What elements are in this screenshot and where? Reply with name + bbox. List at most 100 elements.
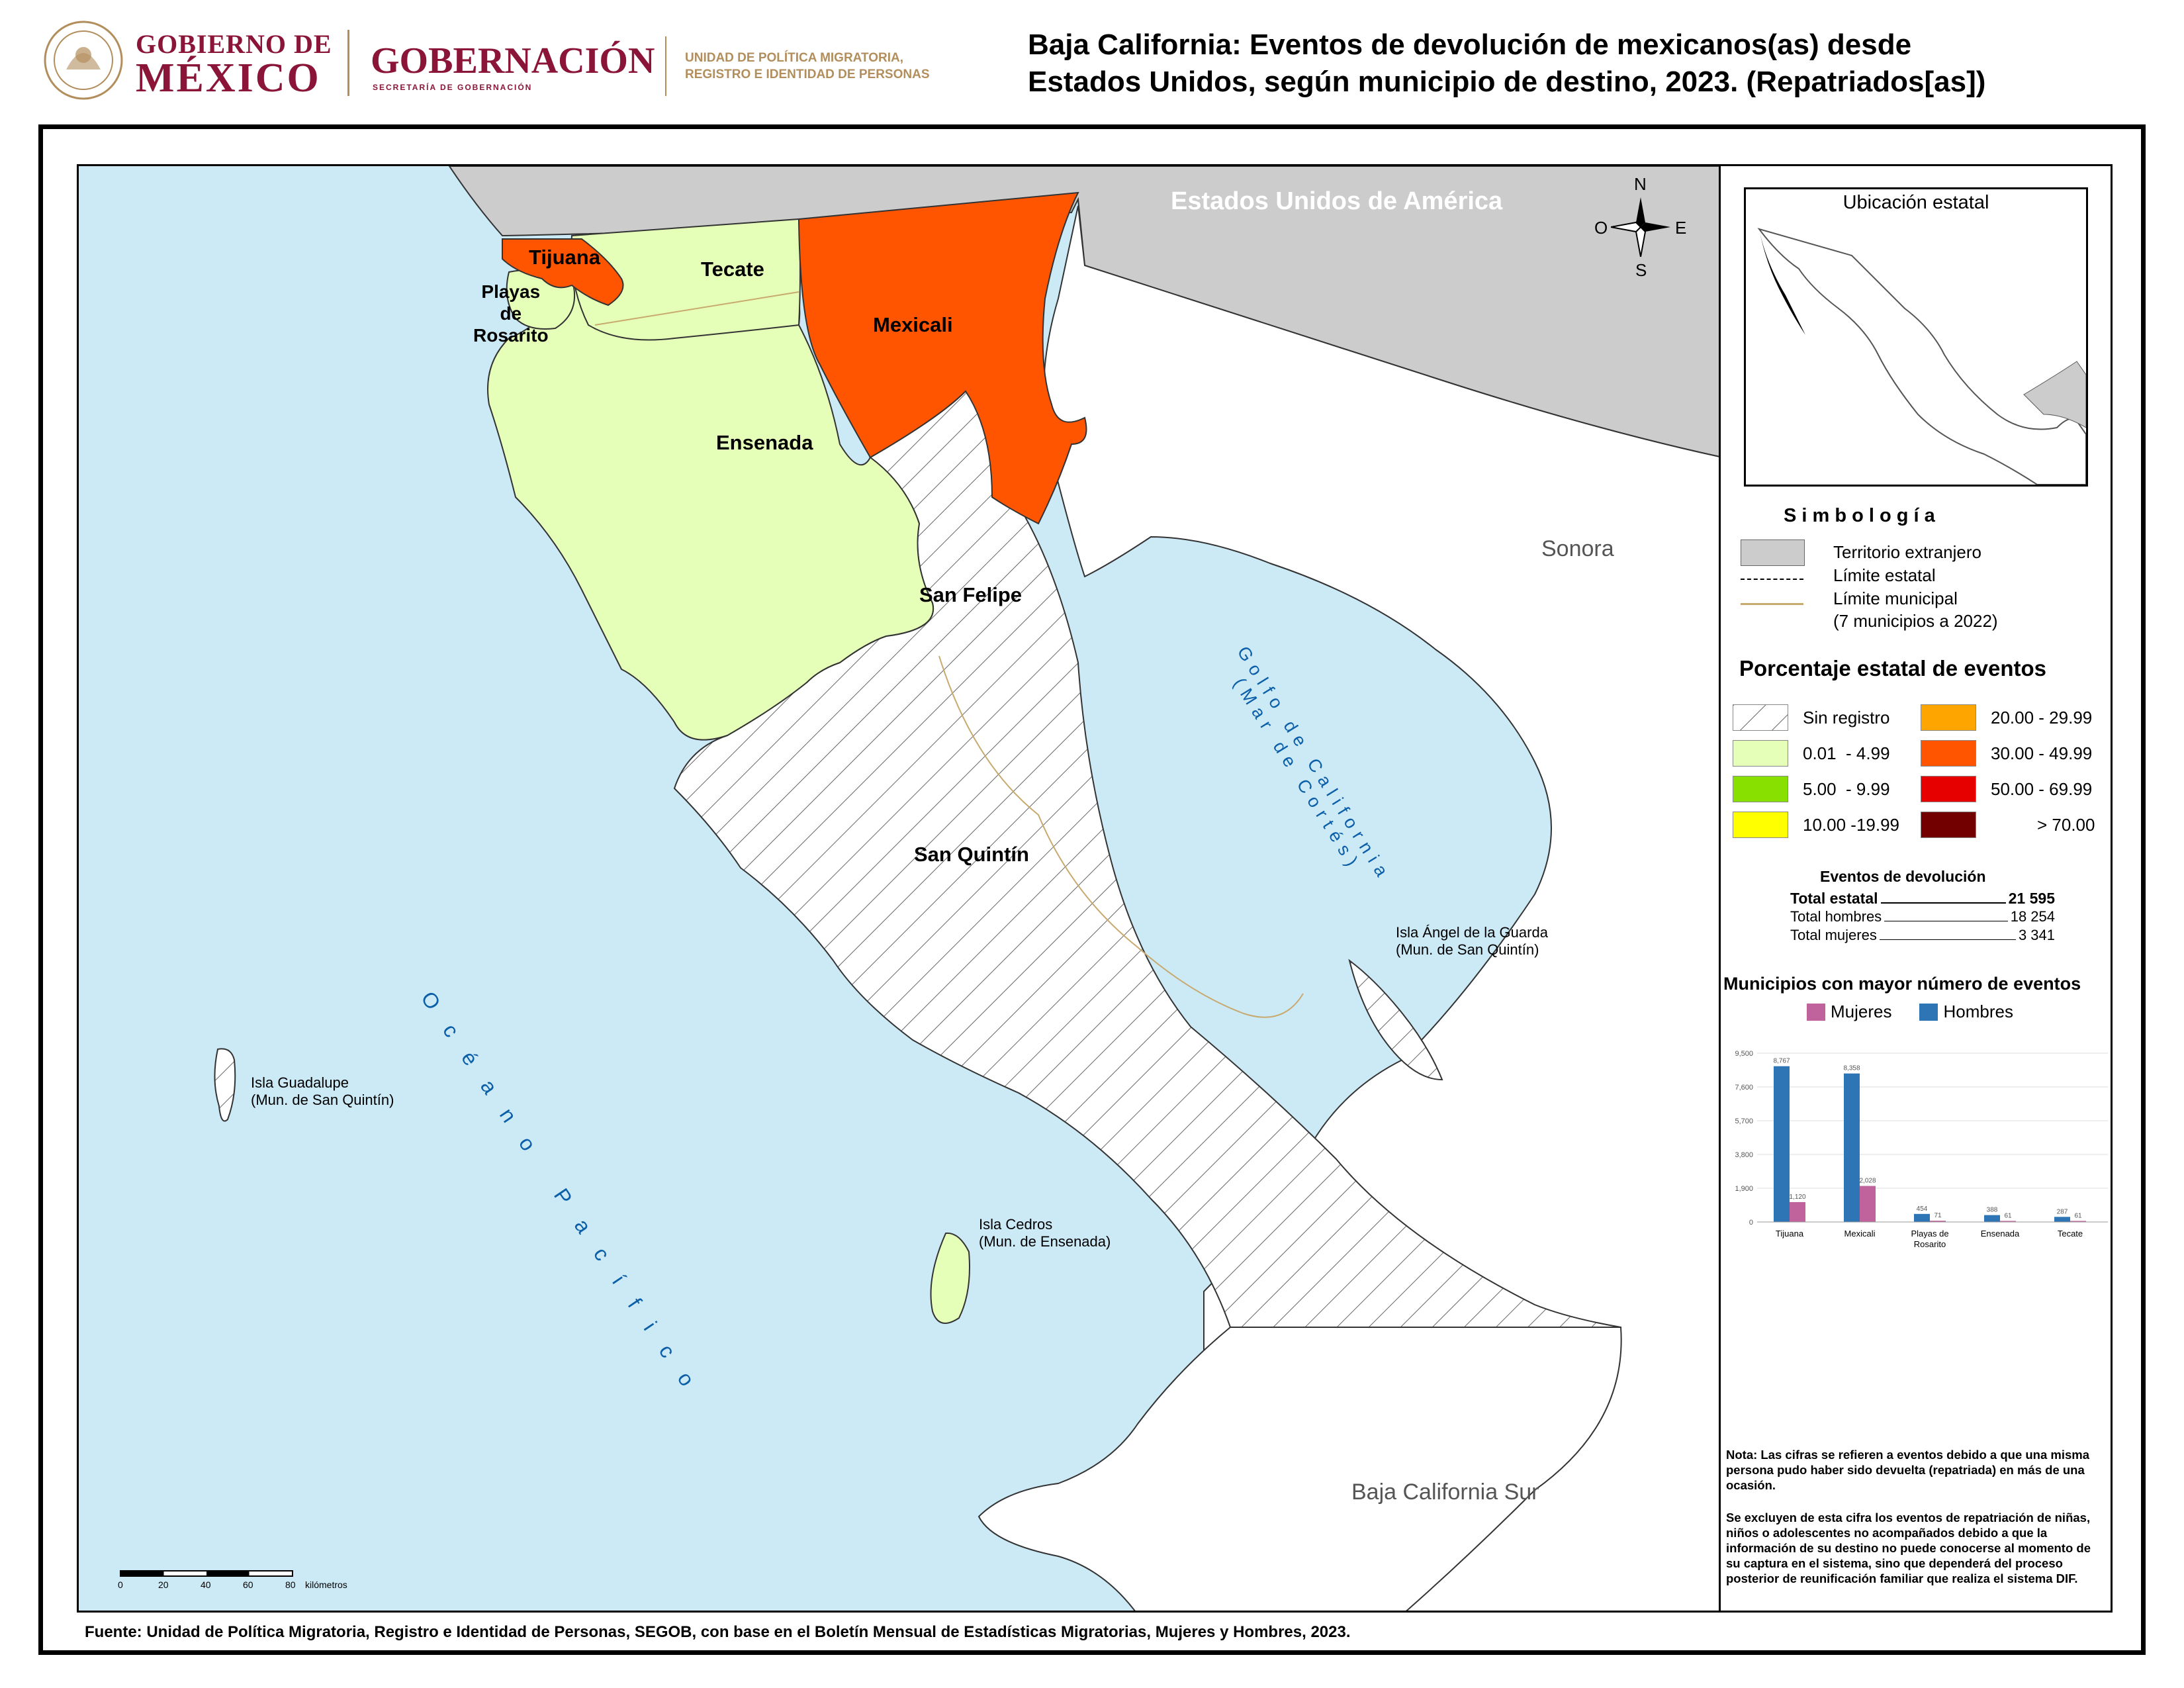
label-playas-1: Playas (481, 281, 541, 302)
tecate-territory (570, 218, 801, 341)
porcentaje-title: Porcentaje estatal de eventos (1739, 656, 2047, 680)
scale-tick-80: 80 (285, 1579, 296, 1590)
swatch-30-49 (1921, 740, 1976, 767)
compass-o: O (1594, 218, 1608, 238)
label-san-felipe: San Felipe (919, 583, 1023, 606)
category-label: Rosarito (1914, 1239, 1946, 1249)
legend-label-5-9: 5.00 - 9.99 (1803, 778, 1890, 799)
label-bcs: Baja California Sur (1351, 1479, 1539, 1505)
data-label: 1,120 (1789, 1194, 1805, 1201)
mexico-text: MÉXICO (136, 56, 321, 101)
unidad-line-1: UNIDAD DE POLÍTICA MIGRATORIA, (685, 51, 904, 65)
compass-e: E (1675, 218, 1687, 238)
y-tick-label: 1,900 (1735, 1185, 1753, 1193)
label-playas: Playas de Rosarito (473, 281, 549, 346)
legend-30-49: 30.00 - 49.99 (1921, 740, 2092, 767)
header-divider-2 (665, 36, 666, 96)
scale-unit: kilómetros (305, 1579, 347, 1590)
legend-hombres-swatch (1919, 1003, 1938, 1021)
total-mujeres-row: Total mujeres 3 341 (1790, 927, 2055, 944)
bar-hombres (1984, 1215, 2000, 1222)
data-label: 2,028 (1859, 1178, 1876, 1185)
swatch-70 (1921, 812, 1976, 838)
scale-tick-60: 60 (243, 1579, 253, 1590)
bar-mujeres (2070, 1221, 2086, 1222)
swatch-10-19 (1733, 812, 1788, 838)
category-label: Playas de (1911, 1229, 1948, 1239)
mexicali-territory (797, 191, 1087, 525)
tijuana-territory (502, 238, 624, 306)
bar-hombres (1774, 1066, 1790, 1222)
legend-50-69: 50.00 - 69.99 (1921, 776, 2092, 802)
compass-rose-icon (1611, 197, 1670, 257)
label-isla-guadalupe-2: (Mun. de San Quintín) (251, 1092, 394, 1108)
category-label: Tecate (2058, 1229, 2083, 1239)
legend-mujeres-label: Mujeres (1831, 1002, 1892, 1021)
map-panel: Estados Unidos de América Sonora Baja Ca… (77, 164, 1721, 1613)
title-line-1: Baja California: Eventos de devolución d… (1028, 28, 1912, 61)
data-label: 61 (2004, 1212, 2012, 1219)
total-hombres-value: 18 254 (2010, 908, 2055, 925)
bar-hombres (2054, 1217, 2070, 1222)
label-isla-angel: Isla Ángel de la Guarda (Mun. de San Qui… (1396, 924, 1548, 959)
legend-sin-registro: Sin registro (1733, 704, 1890, 731)
municipal-line (594, 291, 799, 326)
header-logos: GOBIERNO DE MÉXICO GOBERNACIÓN SECRETARÍ… (40, 17, 979, 103)
total-estatal-label: Total estatal (1790, 890, 1878, 907)
label-isla-guadalupe: Isla Guadalupe (Mun. de San Quintín) (251, 1074, 394, 1109)
label-tecate: Tecate (701, 258, 764, 281)
data-label: 8,358 (1843, 1065, 1860, 1072)
y-tick-label: 9,500 (1735, 1050, 1753, 1058)
hatch-swatch (1733, 704, 1788, 731)
label-usa: Estados Unidos de América (1171, 187, 1503, 215)
swatch-001-499 (1733, 740, 1788, 767)
label-isla-angel-1: Isla Ángel de la Guarda (1396, 924, 1548, 941)
label-isla-angel-2: (Mun. de San Quintín) (1396, 941, 1539, 958)
compass-s: S (1635, 260, 1647, 280)
bar-hombres (1844, 1073, 1860, 1222)
map-svg (214, 166, 1719, 1611)
label-sonora: Sonora (1541, 536, 1614, 561)
data-label: 287 (2057, 1208, 2068, 1215)
limite-municipal-line (1741, 603, 1803, 605)
sonora-territory (1042, 205, 1719, 1611)
total-mujeres-label: Total mujeres (1790, 927, 1877, 943)
y-tick-label: 7,600 (1735, 1084, 1753, 1092)
total-estatal-value: 21 595 (2008, 890, 2055, 907)
territorio-swatch (1741, 539, 1805, 566)
limite-estatal-line (1741, 579, 1803, 580)
bar-mujeres (1860, 1186, 1876, 1222)
gobierno-de-text: GOBIERNO DE (136, 29, 332, 59)
coat-of-arms-icon (44, 21, 123, 100)
label-isla-cedros: Isla Cedros (Mun. de Ensenada) (979, 1216, 1111, 1250)
bar-chart: 0 1,900 3,800 5,700 7,600 9,500 8,767 1,120 Tiju… (1735, 1050, 2108, 1249)
category-label: Tijuana (1776, 1229, 1804, 1239)
label-ensenada: Ensenada (716, 431, 813, 454)
compass: N S E O (1594, 174, 1687, 280)
data-label: 71 (1934, 1212, 1942, 1219)
total-estatal-row: Total estatal 21 595 (1790, 890, 2055, 908)
label-isla-cedros-2: (Mun. de Ensenada) (979, 1233, 1111, 1250)
isla-angel (1348, 959, 1443, 1081)
label-isla-cedros-1: Isla Cedros (979, 1216, 1053, 1233)
inset-map: Ubicación estatal (1744, 187, 2088, 487)
bar-hombres (1914, 1213, 1930, 1222)
label-playas-3: Rosarito (473, 325, 549, 346)
scale-tick-20: 20 (158, 1579, 169, 1590)
limite-estatal-label: Límite estatal (1833, 565, 1936, 585)
gobernacion-text: GOBERNACIÓN (371, 40, 655, 81)
legend-label-70: > 70.00 (2037, 814, 2095, 835)
legend-5-9: 5.00 - 9.99 (1733, 776, 1890, 802)
swatch-20-29 (1921, 704, 1976, 731)
legend-label-10-19: 10.00 -19.99 (1803, 814, 1900, 835)
territorio-label: Territorio extranjero (1833, 542, 1981, 562)
label-playas-2: de (500, 303, 522, 324)
label-isla-guadalupe-1: Isla Guadalupe (251, 1074, 349, 1091)
label-tijuana: Tijuana (529, 246, 600, 269)
legend-label-001-499: 0.01 - 4.99 (1803, 743, 1890, 763)
page-title: Baja California: Eventos de devolución d… (1028, 26, 2153, 101)
mexico-inset-svg (1757, 228, 2086, 485)
secretaria-text: SECRETARÍA DE GOBERNACIÓN (373, 83, 533, 92)
bar-mujeres (2000, 1221, 2016, 1222)
data-label: 454 (1917, 1205, 1928, 1213)
